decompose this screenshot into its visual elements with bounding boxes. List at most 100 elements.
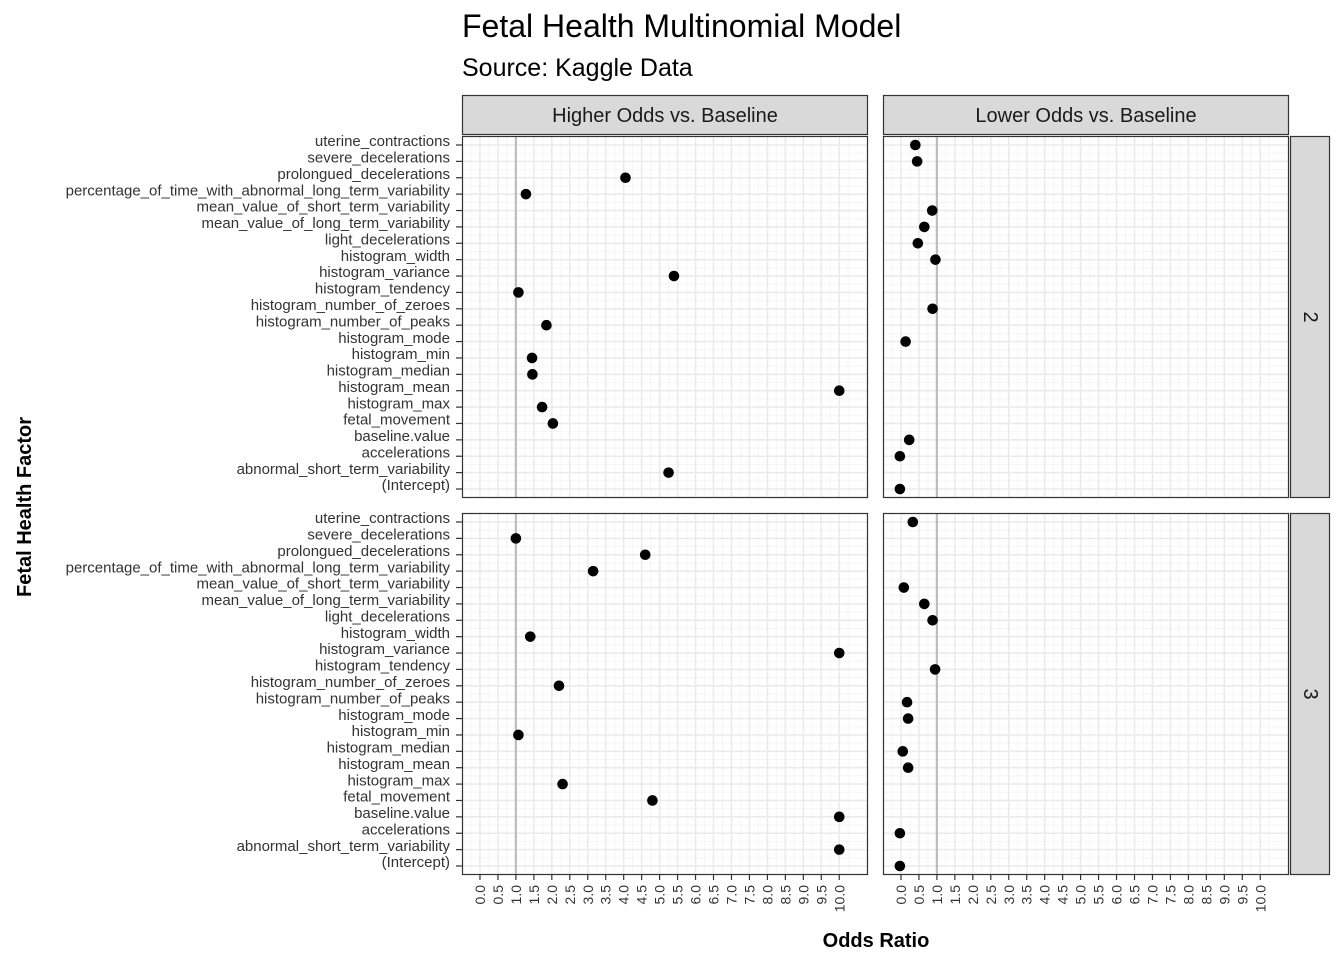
panel-border (461, 512, 869, 876)
data-point (833, 385, 845, 397)
data-point (894, 827, 906, 839)
y-tick-label: histogram_median (327, 740, 450, 757)
marks-layer (510, 136, 941, 875)
y-tick-label: histogram_mode (338, 330, 450, 347)
facet-strip-label: 2 (1299, 311, 1321, 322)
y-tick-label: fetal_movement (343, 412, 451, 429)
x-tick-label: 0.0 (472, 885, 488, 905)
y-tick-label: histogram_max (347, 395, 450, 412)
x-tick-label: 3.0 (1001, 885, 1017, 905)
x-tick-label: 8.5 (1198, 885, 1214, 905)
data-point (919, 221, 930, 233)
x-tick-label: 7.0 (723, 885, 739, 905)
data-point (620, 172, 631, 184)
x-tick-label: 6.5 (1127, 885, 1143, 905)
x-tick-label: 8.0 (1180, 885, 1196, 905)
x-tick-label: 6.0 (688, 885, 704, 905)
y-tick-label: percentage_of_time_with_abnormal_long_te… (66, 182, 451, 199)
data-point (929, 664, 941, 675)
y-tick-label: mean_value_of_short_term_variability (197, 199, 451, 216)
data-point (524, 631, 536, 642)
x-tick-label: 2.5 (983, 885, 999, 905)
y-tick-label: percentage_of_time_with_abnormal_long_te… (66, 559, 451, 576)
data-point (894, 860, 906, 872)
facet-strip-label: Lower Odds vs. Baseline (975, 105, 1196, 127)
y-tick-label: histogram_variance (319, 641, 450, 658)
facet-strip (1289, 135, 1331, 499)
data-point (520, 188, 532, 200)
data-point (639, 549, 651, 561)
x-tick-label: 6.0 (1109, 885, 1125, 905)
x-tick-label: 2.0 (965, 885, 981, 905)
data-point (536, 401, 548, 413)
x-tick-label: 3.5 (1019, 885, 1035, 905)
x-tick-label: 9.0 (1216, 885, 1232, 905)
y-tick-label: histogram_mode (338, 707, 450, 724)
data-point (833, 811, 845, 823)
data-point (557, 778, 568, 790)
y-tick-label: light_decelerations (325, 608, 450, 625)
x-tick-label: 7.5 (1162, 885, 1178, 905)
y-tick-label: mean_value_of_short_term_variability (197, 576, 451, 593)
x-tick-label: 1.0 (508, 885, 524, 905)
data-point (919, 598, 930, 610)
data-point (833, 647, 845, 659)
data-point (541, 319, 552, 331)
y-tick-label: histogram_number_of_zeroes (251, 674, 450, 691)
y-tick-label: accelerations (362, 821, 450, 838)
data-point (912, 237, 924, 249)
data-point (668, 270, 680, 282)
data-point (587, 565, 599, 577)
x-tick-label: 7.0 (1144, 885, 1160, 905)
grid-layer (462, 136, 1289, 875)
x-tick-label: 9.0 (795, 885, 811, 905)
y-tick-label: histogram_variance (319, 264, 450, 281)
x-tick-label: 3.0 (580, 885, 596, 905)
x-tick-label: 10.0 (1252, 885, 1268, 912)
chart-subtitle: Source: Kaggle Data (462, 54, 693, 82)
data-point (907, 516, 919, 528)
y-tick-label: histogram_number_of_peaks (256, 690, 450, 707)
facet-strip-label: 3 (1299, 688, 1321, 699)
facet-strip (461, 94, 869, 136)
x-tick-label: 5.5 (1091, 885, 1107, 905)
data-point (927, 303, 938, 315)
y-tick-label: histogram_median (327, 363, 450, 380)
data-point (926, 205, 938, 216)
x-tick-label: 0.0 (893, 885, 909, 905)
y-tick-label: baseline.value (354, 805, 450, 822)
y-axis-title: Fetal Health Factor (14, 417, 36, 597)
x-tick-label: 1.0 (929, 885, 945, 905)
y-tick-label: histogram_number_of_peaks (256, 313, 450, 330)
y-tick-label: histogram_tendency (315, 658, 451, 675)
y-tick-label: mean_value_of_long_term_variability (202, 592, 451, 609)
x-tick-label: 4.5 (1055, 885, 1071, 905)
x-tick-label: 2.5 (562, 885, 578, 905)
y-tick-label: mean_value_of_long_term_variability (202, 215, 451, 232)
x-tick-label: 1.5 (526, 885, 542, 905)
y-tick-label: uterine_contractions (315, 510, 450, 527)
x-tick-label: 9.5 (1234, 885, 1250, 905)
panel-border (461, 135, 869, 499)
data-point (553, 680, 565, 692)
y-tick-label: histogram_min (352, 346, 450, 363)
data-point (647, 795, 658, 806)
data-point (510, 533, 522, 544)
x-tick-label: 8.0 (759, 885, 775, 905)
x-tick-label: 3.5 (598, 885, 614, 905)
labels-layer: Higher Odds vs. Baseline Lower Odds vs. B… (66, 105, 1321, 912)
x-tick-label: 5.5 (670, 885, 686, 905)
data-point (894, 450, 906, 462)
data-point (526, 352, 538, 364)
y-tick-label: histogram_number_of_zeroes (251, 297, 450, 314)
y-tick-label: uterine_contractions (315, 133, 450, 150)
data-point (833, 844, 845, 855)
y-tick-label: accelerations (362, 444, 450, 461)
y-tick-label: severe_decelerations (307, 150, 450, 167)
x-tick-label: 2.0 (544, 885, 560, 905)
chart-title: Fetal Health Multinomial Model (462, 8, 901, 44)
y-tick-label: histogram_mean (338, 756, 450, 773)
y-tick-label: (Intercept) (382, 854, 450, 871)
x-tick-label: 8.5 (777, 885, 793, 905)
data-point (513, 287, 524, 298)
